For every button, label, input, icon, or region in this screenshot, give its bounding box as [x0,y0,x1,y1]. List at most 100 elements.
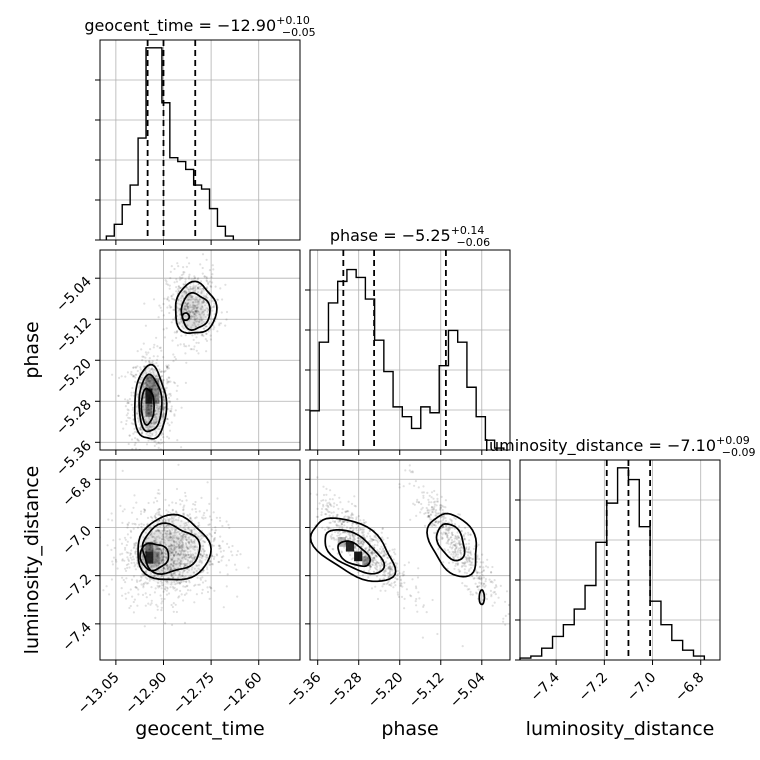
sample-point [479,561,482,564]
sample-point [182,512,185,515]
sample-point [345,531,348,534]
sample-point [152,535,155,539]
sample-point [370,558,373,561]
sample-point [191,545,194,548]
sample-point [383,571,386,575]
sample-point [190,529,193,532]
sample-point [383,551,386,554]
sample-point [386,556,389,559]
sample-point [155,336,158,339]
sample-point [162,541,165,544]
sample-point [458,543,462,547]
sample-point [157,563,160,566]
sample-point [143,392,146,396]
sample-point [375,561,378,564]
sample-point [173,413,176,416]
sample-point [191,297,194,300]
sample-point [151,425,154,428]
sample-point [433,524,436,527]
sample-point [154,537,157,540]
density-pixel [152,378,160,404]
sample-point [183,562,186,565]
sample-point [174,583,177,586]
sample-point [181,541,184,545]
sample-point [181,571,184,574]
sample-point [161,552,164,555]
sample-point [144,426,147,429]
sample-point [491,565,494,569]
sample-point [376,597,380,601]
sample-point [454,550,457,553]
sample-point [381,527,384,531]
sample-point [468,563,471,566]
sample-point [150,451,152,453]
sample-point [451,533,454,537]
sample-point [460,529,463,532]
sample-point [427,501,431,504]
sample-point [383,552,386,555]
sample-point [471,564,474,567]
sample-point [184,542,187,545]
sample-point [368,529,371,533]
sample-point [324,513,327,516]
sample-point [213,538,216,541]
sample-point [387,565,390,569]
sample-point [152,425,155,428]
sample-point [130,561,133,565]
sample-point [186,548,189,551]
sample-point [155,420,158,423]
sample-point [211,300,214,303]
sample-point [375,554,378,558]
sample-point [208,532,211,535]
sample-point [341,531,344,534]
sample-point [163,568,167,571]
sample-point [193,548,196,551]
sample-point [372,570,375,573]
sample-point [150,404,153,407]
sample-point [470,561,474,564]
sample-point [170,575,173,578]
sample-point [193,313,196,316]
sample-point [153,575,156,578]
sample-point [454,544,457,548]
sample-point [170,581,173,584]
sample-point [144,379,148,382]
sample-point [176,302,179,305]
sample-point [453,537,456,540]
sample-point [181,325,184,328]
sample-point [189,304,192,307]
sample-point [200,550,203,553]
sample-point [177,285,180,288]
sample-point [396,573,399,576]
sample-point [177,530,180,533]
sample-point [196,310,199,313]
sample-point [433,505,436,508]
sample-point [177,519,180,522]
sample-point [174,553,177,556]
sample-point [449,543,452,546]
sample-point [464,526,467,529]
sample-point [188,513,191,516]
sample-point [168,393,171,396]
sample-point [173,547,176,550]
sample-point [345,536,348,539]
sample-point [150,367,153,371]
sample-point [329,535,332,538]
sample-point [459,549,462,552]
sample-point [184,301,187,305]
sample-point [177,290,180,293]
sample-point [187,536,190,539]
sample-point [126,399,129,402]
sample-point [476,585,479,588]
sample-point [362,542,365,545]
sample-point [357,537,360,540]
sample-point [187,569,191,572]
sample-point [465,547,468,550]
sample-point [153,374,156,377]
sample-point [392,572,395,575]
sample-point [182,533,186,536]
sample-point [182,343,186,346]
sample-point [149,432,152,435]
sample-point [194,325,197,328]
sample-point [436,522,440,525]
